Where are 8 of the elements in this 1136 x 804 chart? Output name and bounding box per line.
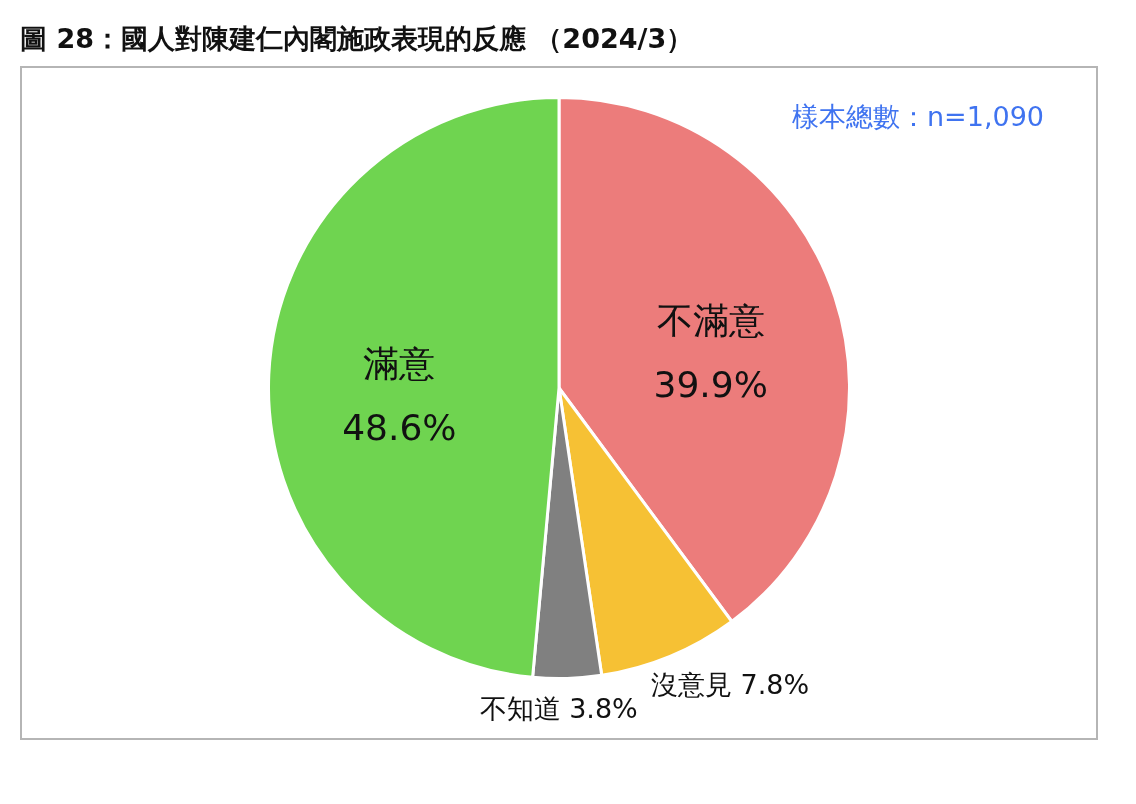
slice-label: 不知道 3.8% — [479, 693, 638, 725]
slice-label: 不滿意 — [656, 300, 765, 342]
slice-label: 沒意見 7.8% — [650, 669, 810, 701]
data-label: 39.9% — [653, 364, 768, 406]
slice-label: 滿意 — [363, 343, 436, 385]
text: 樣本總數：n=1,090 — [791, 100, 1044, 134]
data-label: 48.6% — [342, 407, 457, 449]
chart-title: 圖 28：國人對陳建仁內閣施政表現的反應 （2024/3） — [20, 22, 694, 56]
